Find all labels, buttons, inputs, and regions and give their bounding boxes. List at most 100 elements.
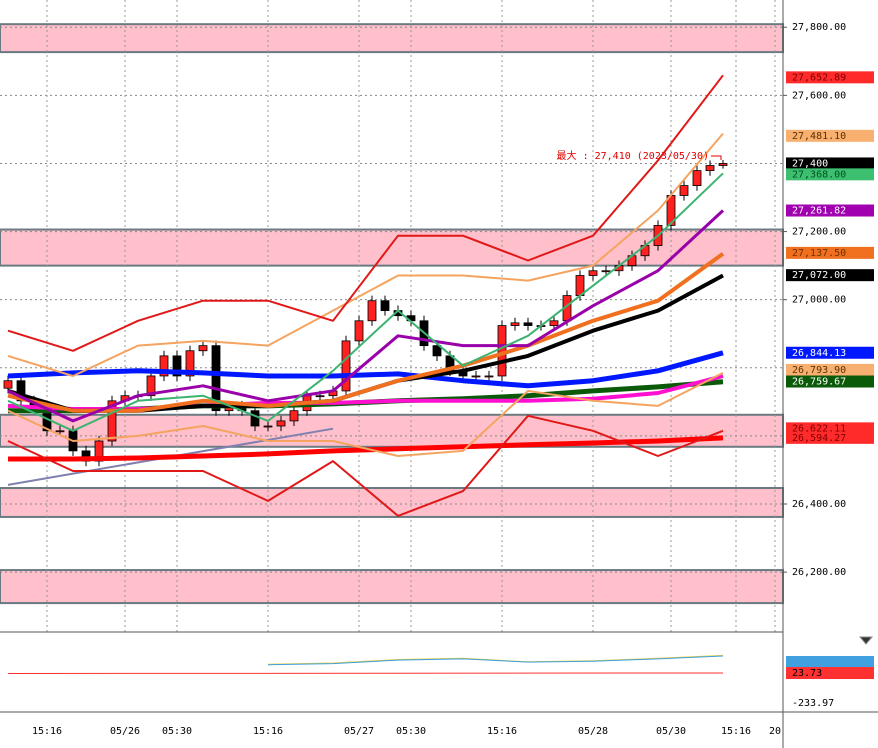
y-tick-label: 27,600.00 (792, 90, 846, 101)
indicator-line (8, 435, 724, 462)
candle-body (263, 425, 273, 428)
x-tick-label: 05/28 (578, 726, 608, 737)
x-tick-label: 05/26 (110, 726, 140, 737)
price-label: 26,759.67 (792, 377, 846, 388)
price-label-box (786, 204, 874, 217)
sub-label: 23.73 (792, 668, 822, 679)
price-label: 27,137.50 (792, 248, 846, 259)
sub-panel (0, 632, 783, 712)
indicator-line (7, 132, 724, 377)
sub-value-box (786, 656, 874, 667)
indicator-line (7, 74, 724, 352)
indicator-line (7, 372, 724, 457)
indicator-line (7, 350, 724, 389)
candle-body (692, 170, 702, 186)
candle-body (601, 270, 611, 273)
candle-body (367, 300, 377, 322)
zone (0, 486, 784, 518)
price-label-box (786, 269, 874, 282)
candle-body (172, 355, 182, 377)
candle-body (211, 345, 221, 412)
price-label: 26,844.13 (792, 348, 846, 359)
candle-body (107, 400, 117, 442)
price-label-box (786, 431, 874, 444)
zone (0, 569, 784, 605)
candle-body (679, 185, 689, 196)
x-tick-label: 15:16 (253, 726, 283, 737)
candle-body (276, 420, 286, 427)
x-tick-label: 15:16 (32, 726, 62, 737)
price-label-box (786, 422, 874, 435)
candle-body (16, 380, 26, 402)
candle-body (588, 270, 598, 276)
candle-body (523, 322, 533, 326)
candle-body (55, 430, 65, 433)
annotation-bracket (711, 155, 722, 161)
max-annotation: 最大 : 27,410 (2023/05/30) (557, 149, 709, 162)
candle-body (510, 322, 520, 326)
price-label: 26,793.90 (792, 365, 846, 376)
price-label: 27,261.82 (792, 206, 846, 217)
indicator-line (7, 252, 725, 413)
candle-body (718, 163, 728, 166)
candle-body (198, 345, 208, 352)
price-label-box (786, 168, 874, 181)
candle-body (705, 165, 715, 172)
price-label: 27,368.00 (792, 169, 846, 180)
price-label-box (786, 71, 874, 84)
y-tick-label: 27,800.00 (792, 22, 846, 33)
x-tick-label: 05:30 (396, 726, 426, 737)
indicator-line (7, 414, 724, 517)
zone (0, 23, 784, 54)
price-label: 27,652.89 (792, 72, 846, 83)
price-label: 27,481.10 (792, 131, 846, 142)
y-tick-label: 26,400.00 (792, 499, 846, 510)
indicator-line (7, 672, 724, 674)
x-tick-label: 20 (769, 726, 781, 737)
candle-body (250, 410, 260, 427)
candle-body (3, 380, 13, 389)
x-tick-label: 05/30 (656, 726, 686, 737)
candle-body (315, 395, 325, 398)
candle-body (159, 355, 169, 377)
price-label: 27,400 (792, 158, 828, 169)
sub-plot (7, 654, 724, 674)
dropdown-arrow[interactable] (858, 636, 874, 645)
x-tick-label: 05:30 (162, 726, 192, 737)
price-label-box (786, 375, 874, 388)
candle-body (471, 375, 481, 378)
indicator-line (7, 209, 725, 423)
candle-body (185, 350, 195, 377)
candle-body (146, 375, 156, 397)
candle-body (484, 375, 494, 378)
x-tick-label: 15:16 (721, 726, 751, 737)
candle-body (549, 320, 559, 326)
price-label-box (786, 246, 874, 259)
x-tick-label: 05/27 (344, 726, 374, 737)
candle-body (380, 300, 390, 311)
price-label-box (786, 157, 874, 170)
sub-label: -233.97 (792, 698, 834, 709)
price-label: 26,622.11 (792, 423, 846, 434)
price-label-box (786, 129, 874, 142)
price-label: 27,072.00 (792, 270, 846, 281)
candle-body (289, 410, 299, 422)
y-tick-label: 27,000.00 (792, 295, 846, 306)
sub-label-box (786, 697, 874, 710)
x-tick-label: 15:16 (487, 726, 517, 737)
candle-body (341, 340, 351, 392)
candle-body (432, 345, 442, 357)
candle-body (354, 320, 364, 342)
main-panel: 最大 : 27,410 (2023/05/30) (0, 0, 784, 712)
indicator-line (267, 655, 724, 666)
price-label: 26,594.27 (792, 433, 846, 444)
indicator-line (7, 172, 724, 432)
zone (0, 228, 784, 267)
price-label-box (786, 346, 874, 359)
axis-labels: 27,800.00 27,600.00 27,200.00 27,000.00 26,4… (32, 22, 874, 737)
sub-label-box (786, 667, 874, 680)
y-tick-label: 26,200.00 (792, 567, 846, 578)
y-tick-label: 27,200.00 (792, 227, 846, 238)
price-label-box (786, 363, 874, 376)
